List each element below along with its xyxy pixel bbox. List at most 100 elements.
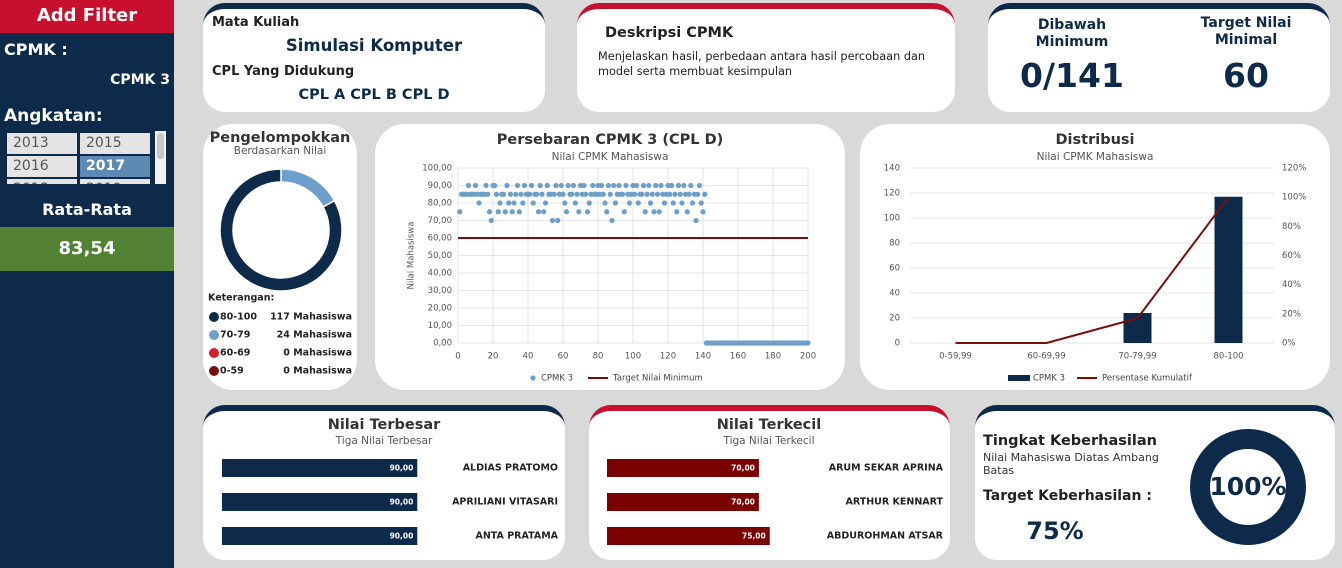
year-button[interactable]: 2019 [80, 179, 150, 184]
scroll-thumb[interactable] [157, 133, 164, 159]
success-card: Tingkat Keberhasilan Nilai Mahasiswa Dia… [975, 405, 1335, 560]
sidebar: Add Filter CPMK : CPMK 3 Angkatan: 2013 2… [0, 0, 174, 568]
y-tick-label: 40,00 [428, 269, 452, 279]
scatter-point [654, 191, 661, 197]
y2-tick-label: 20% [1282, 309, 1301, 319]
scatter-point [605, 182, 612, 189]
scatter-point [457, 209, 463, 215]
legend-label: 80-100 [220, 312, 257, 323]
scatter-point [623, 182, 629, 189]
scatter-point [626, 200, 633, 206]
y-tick-label: 70,00 [428, 216, 452, 226]
x-tick-label: 0 [455, 352, 460, 362]
legend-swatch [1008, 375, 1030, 381]
bar [222, 527, 418, 545]
legend-label: CPMK 3 [1033, 374, 1065, 384]
filter-header: Add Filter [0, 0, 174, 33]
y-tick-label: 140 [884, 164, 900, 174]
scatter-point [611, 182, 617, 189]
scatter-point [632, 191, 638, 197]
scatter-point [644, 191, 650, 197]
legend-dot [209, 366, 219, 376]
success-target-value: 75% [1026, 517, 1084, 545]
year-button[interactable]: 2015 [80, 133, 150, 154]
scatter-point [495, 209, 501, 215]
bar [607, 459, 759, 477]
scatter-point [621, 209, 627, 215]
scatter-point [500, 191, 507, 197]
scatter-point [544, 182, 550, 189]
x-tick-label: 60-69,99 [1027, 352, 1065, 362]
scatter-point [681, 182, 687, 189]
scatter-point [486, 209, 493, 215]
scatter-point [649, 191, 655, 197]
year-button[interactable]: 2016 [7, 156, 77, 177]
donut-slice [219, 168, 343, 292]
scatter-point [581, 182, 587, 189]
value-label: 70,00 [731, 498, 755, 507]
top-chart: Nilai Terbesar Tiga Nilai Terbesar 90,00 AL… [222, 417, 559, 545]
legend-label: Persentase Kumulatif [1102, 374, 1193, 384]
scatter-point [672, 191, 678, 197]
scatter-point [514, 182, 521, 189]
y2-tick-label: 60% [1282, 251, 1301, 261]
bar [1214, 196, 1243, 343]
cpmk-value[interactable]: CPMK 3 [110, 72, 170, 88]
scatter-point [677, 191, 683, 197]
scatter-point [584, 209, 591, 215]
year-button[interactable]: 2018 [7, 179, 77, 184]
scatter-point [658, 182, 664, 189]
scatter-point [590, 182, 596, 189]
scatter-point [586, 200, 592, 206]
target-label: Target Nilai Minimal [1200, 15, 1292, 48]
x-tick-label: 180 [765, 352, 781, 362]
scatter-point [569, 191, 575, 197]
scatter-point [502, 209, 508, 215]
x-tick-label: 120 [660, 352, 676, 362]
y-tick-label: 60 [889, 264, 900, 274]
scatter-point [642, 209, 648, 215]
name-label: ABDUROHMAN ATSAR [827, 531, 944, 542]
scatter-point [646, 182, 652, 189]
y-tick-label: 100,00 [422, 164, 452, 174]
y-tick-label: 80,00 [428, 199, 452, 209]
average-value: 83,54 [0, 227, 174, 271]
bar [607, 493, 759, 511]
year-button[interactable]: 2013 [7, 133, 77, 154]
year-button[interactable]: 2017 [80, 156, 150, 177]
scatter-point [537, 182, 543, 189]
legend-label: 0-59 [220, 366, 244, 377]
scatter-point [583, 191, 589, 197]
x-tick-label: 0-59,99 [939, 352, 972, 362]
scatter-point [616, 182, 622, 189]
scatter-point [553, 182, 559, 189]
legend-label: 60-69 [220, 348, 250, 359]
below-label: Dibawah Minimum [1035, 17, 1109, 50]
y2-tick-label: 0% [1282, 339, 1296, 349]
scatter-point [570, 182, 577, 189]
y-tick-label: 60,00 [428, 234, 452, 244]
x-tick-label: 60 [558, 352, 569, 362]
chart-subtitle: Nilai CPMK Mahasiswa [1037, 151, 1154, 163]
course-name: Simulasi Komputer [285, 36, 463, 55]
bar [222, 493, 418, 511]
scatter-point [493, 191, 500, 197]
bar [607, 527, 770, 545]
scrollbar[interactable] [155, 131, 166, 184]
scatter-point [472, 182, 479, 189]
y-tick-label: 0,00 [433, 339, 452, 349]
name-label: ANTA PRATAMA [476, 531, 559, 542]
scatter-point [541, 209, 547, 215]
value-label: 75,00 [742, 532, 766, 541]
scatter-point [698, 200, 704, 206]
scatter-point [695, 191, 701, 197]
scatter-point [805, 340, 811, 346]
y-axis-label: Nilai Mahasiswa [407, 222, 417, 290]
scatter-point [675, 182, 682, 189]
donut-slice [280, 168, 336, 208]
scatter-point [539, 191, 545, 197]
chart-subtitle: Tiga Nilai Terbesar [335, 435, 433, 447]
scatter-point [639, 191, 645, 197]
